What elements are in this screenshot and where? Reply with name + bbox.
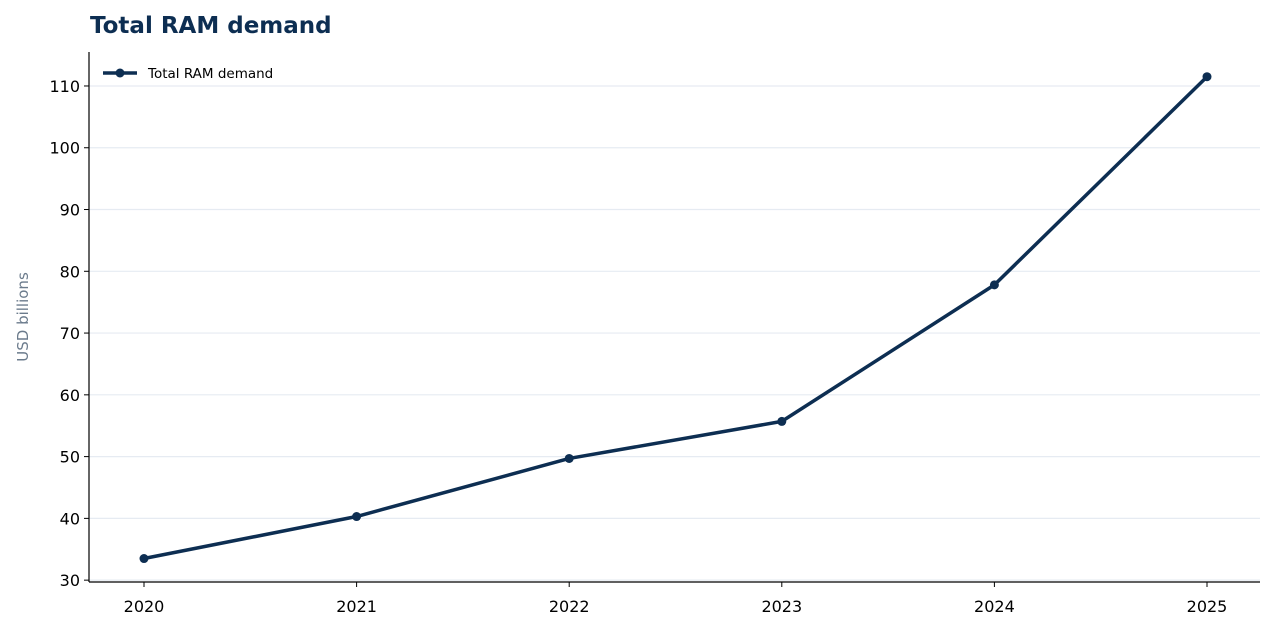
data-point (989, 280, 999, 290)
data-point (777, 416, 787, 426)
data-point (352, 512, 362, 522)
x-tick-label: 2025 (1187, 597, 1228, 616)
x-tick-label: 2022 (549, 597, 590, 616)
legend: Total RAM demand (103, 66, 273, 82)
x-tick-label: 2020 (124, 597, 165, 616)
x-tick-label: 2023 (761, 597, 802, 616)
x-tick-label: 2021 (336, 597, 377, 616)
series-line (142, 74, 1209, 561)
y-tick-label: 60 (60, 386, 80, 405)
y-tick-label: 80 (60, 262, 80, 281)
y-tick-label: 90 (60, 201, 80, 220)
legend-entry-label: Total RAM demand (147, 66, 273, 82)
x-axis-ticks: 2020 2021 2022 2023 2024 2025 (124, 582, 1228, 616)
data-point (1202, 72, 1212, 82)
chart-title: Total RAM demand (90, 13, 332, 39)
y-tick-label: 50 (60, 448, 80, 467)
grid-lines (89, 85, 1260, 581)
y-tick-label: 100 (49, 139, 80, 158)
y-axis-label: USD billions (14, 272, 32, 362)
y-axis-ticks: 30 40 50 60 70 80 90 100 110 (49, 77, 89, 590)
data-point (139, 554, 149, 564)
y-tick-label: 110 (49, 77, 80, 96)
x-tick-label: 2024 (974, 597, 1015, 616)
legend-marker-swatch (115, 68, 125, 78)
y-tick-label: 30 (60, 571, 80, 590)
data-point (564, 453, 574, 463)
y-tick-label: 70 (60, 324, 80, 343)
y-tick-label: 40 (60, 509, 80, 528)
series-group (139, 72, 1212, 564)
